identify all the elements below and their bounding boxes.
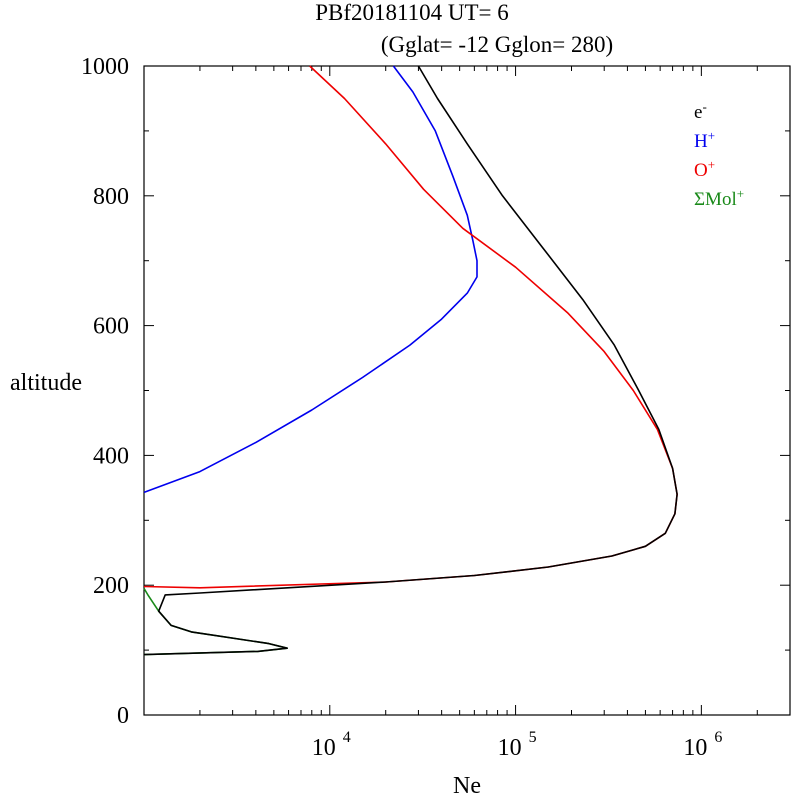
x-tick-labels: 10 4 10 5 10 6 [312, 729, 723, 761]
y-tick-labels: 0 200 400 600 800 1000 [81, 54, 129, 729]
x-tick-label-exponent: 4 [343, 729, 351, 746]
series-line-mol [143, 587, 288, 656]
series-line-e [143, 65, 678, 656]
legend-item-e: e- [694, 99, 707, 123]
legend-item-mol: ΣMol+ [694, 186, 744, 210]
series-line-h [143, 65, 478, 494]
y-tick-label: 800 [93, 184, 129, 210]
y-tick-label: 600 [93, 314, 129, 340]
chart-title: PBf20181104 UT= 6 [315, 0, 509, 25]
x-tick-label-exponent: 5 [529, 729, 537, 746]
y-tick-label: 200 [93, 573, 129, 599]
x-tick-label: 10 [498, 735, 522, 761]
legend: e- H+ O+ ΣMol+ [694, 99, 744, 210]
y-axis-label: altitude [10, 370, 82, 396]
y-tick-label: 1000 [81, 54, 129, 80]
series-line-o [143, 65, 678, 589]
legend-item-o: O+ [694, 157, 715, 181]
x-tick-label: 10 [683, 735, 707, 761]
y-tick-label: 400 [93, 443, 129, 469]
y-tick-label: 0 [117, 703, 129, 729]
legend-item-h: H+ [694, 128, 715, 152]
x-axis-label: Ne [453, 773, 481, 795]
x-tick-label: 10 [312, 735, 336, 761]
chart-subtitle: (Gglat= -12 Gglon= 280) [381, 32, 613, 57]
series-lines [143, 65, 678, 656]
x-tick-label-exponent: 6 [714, 729, 722, 746]
